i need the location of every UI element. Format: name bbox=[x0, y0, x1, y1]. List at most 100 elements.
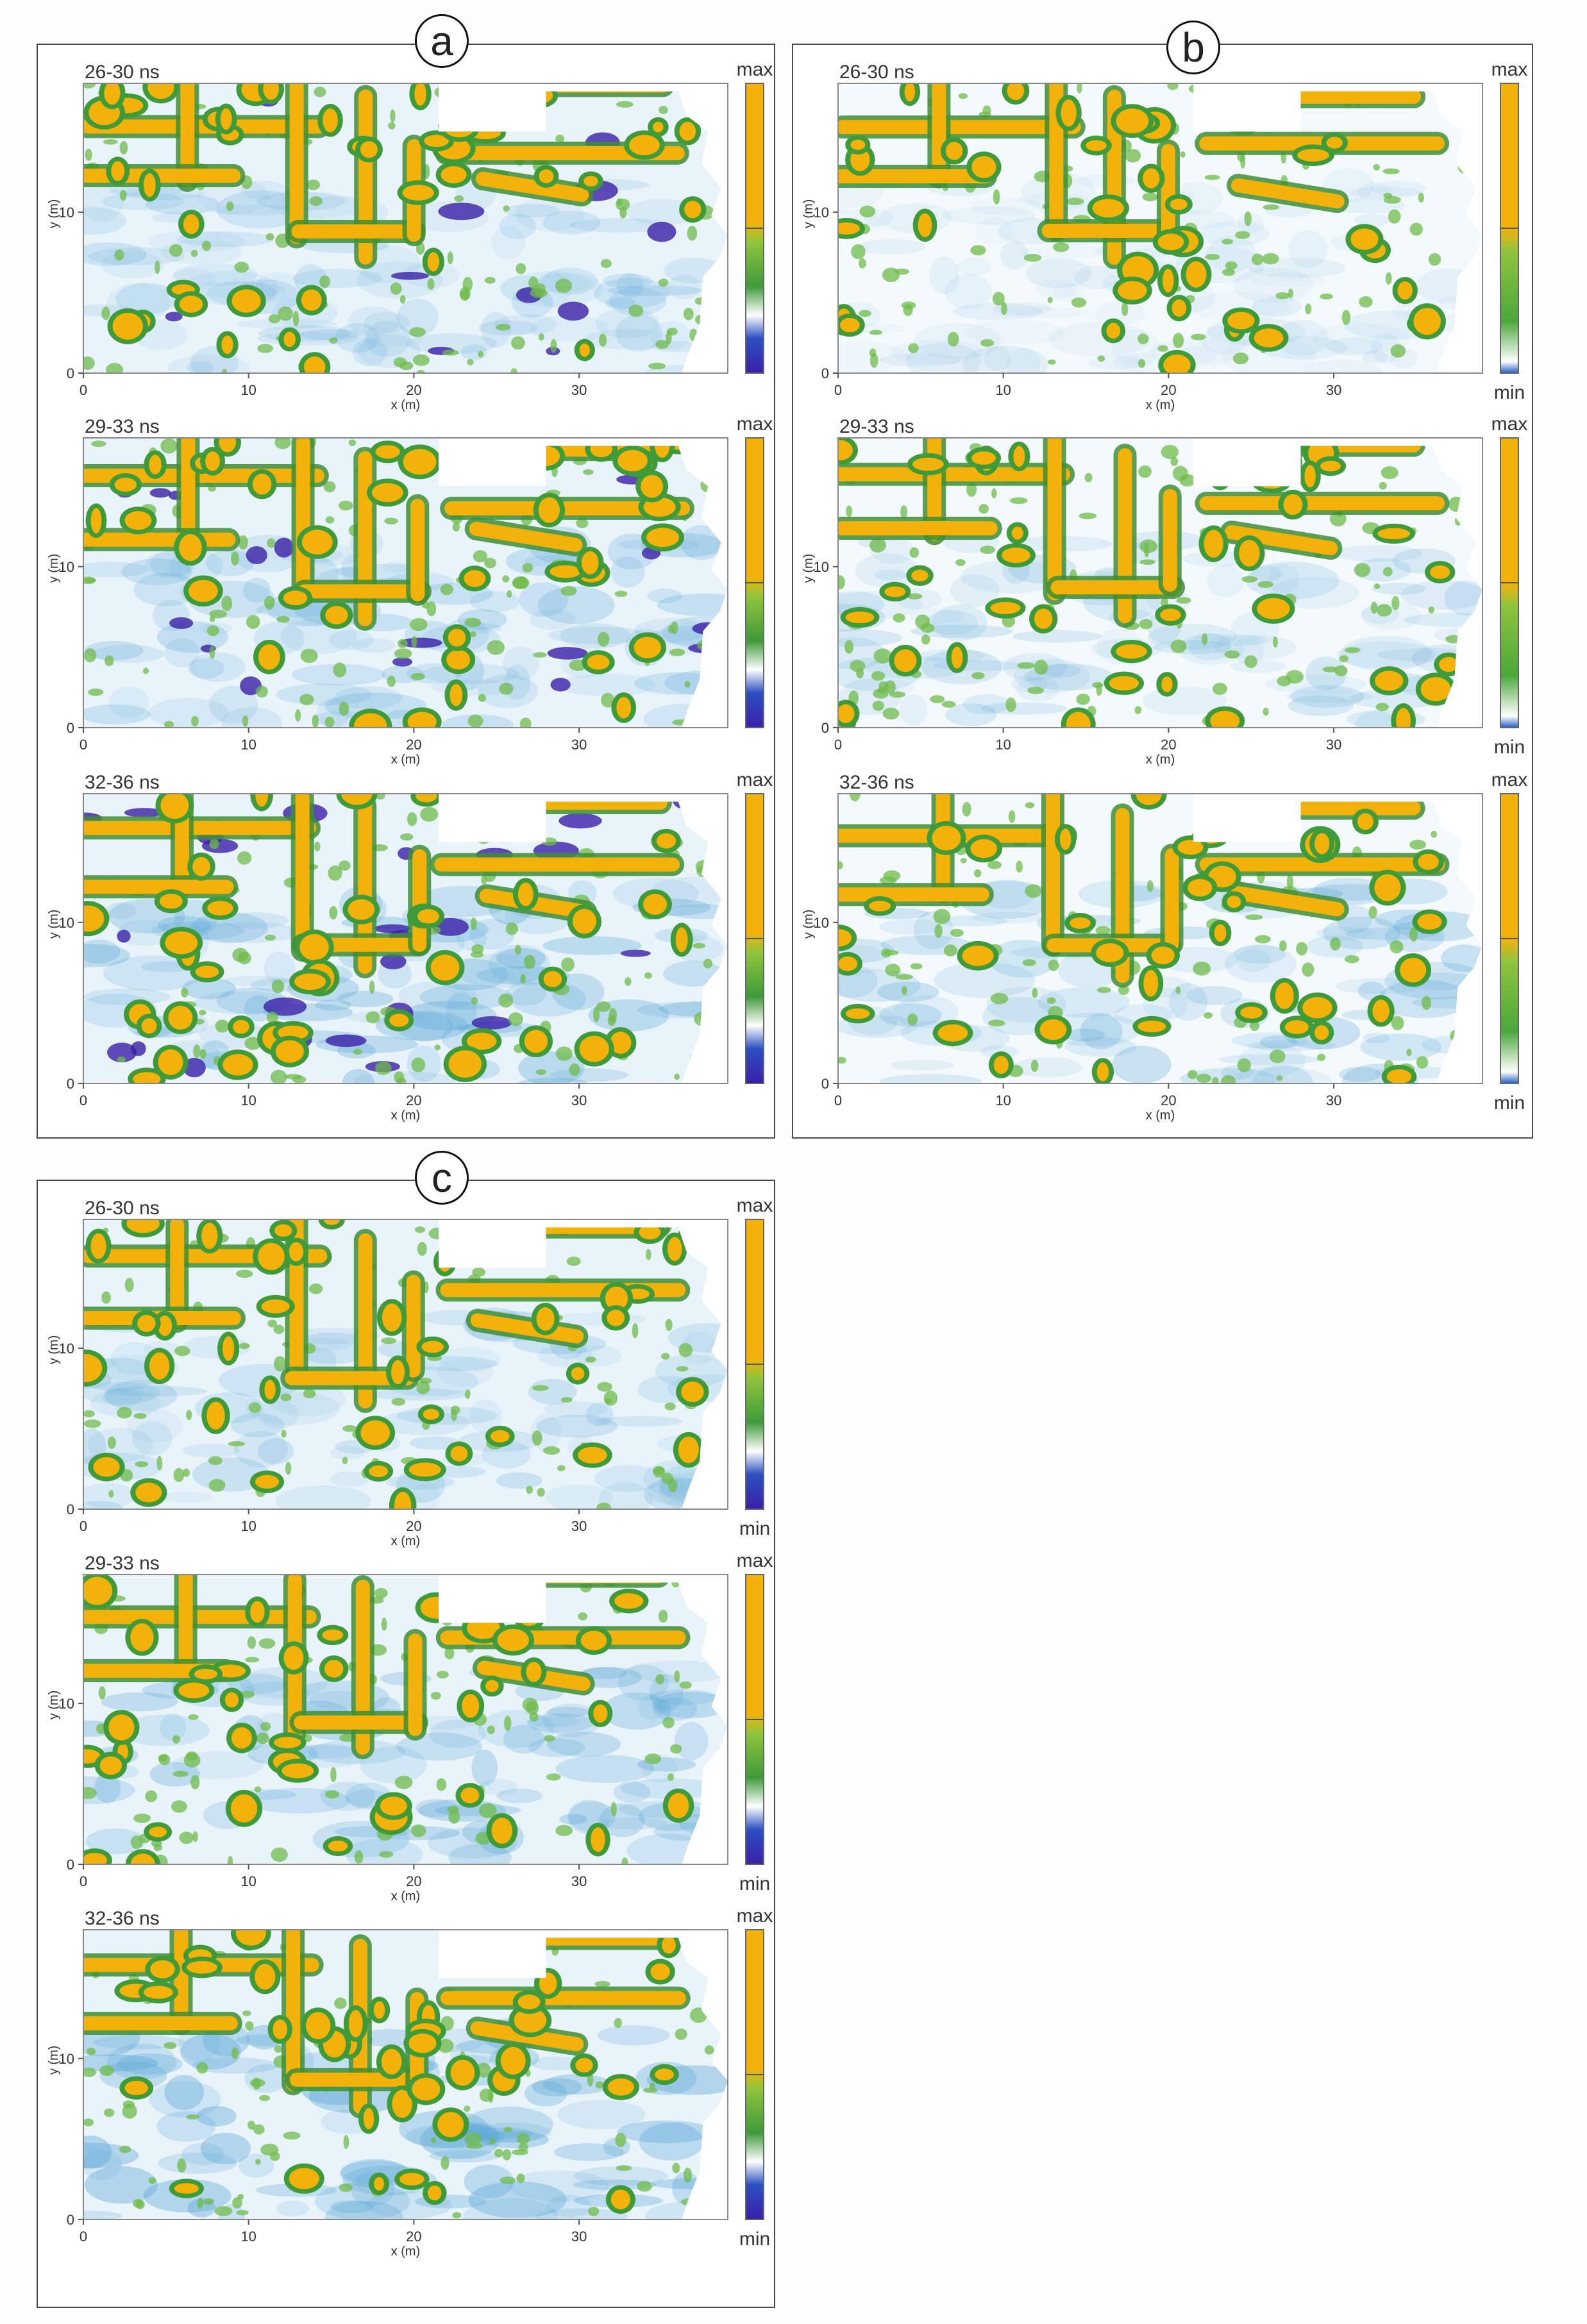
blue-patch bbox=[496, 1788, 542, 1803]
green-speckle bbox=[1142, 192, 1158, 201]
blue-patch bbox=[596, 1416, 684, 1427]
blob-anomaly bbox=[348, 899, 375, 920]
blue-patch bbox=[651, 1691, 728, 1719]
blue-patch bbox=[275, 1485, 371, 1509]
green-speckle bbox=[599, 333, 607, 347]
green-speckle bbox=[1228, 110, 1234, 124]
blue-patch bbox=[595, 308, 659, 339]
colorbar-min-label: min bbox=[739, 2228, 770, 2250]
green-speckle bbox=[365, 1011, 380, 1024]
blob-anomaly bbox=[1161, 676, 1173, 692]
colorbar-min-label: min bbox=[1494, 382, 1525, 403]
green-speckle bbox=[431, 2137, 437, 2144]
blob-anomaly bbox=[382, 1303, 402, 1332]
green-speckle bbox=[941, 701, 956, 708]
blob-anomaly bbox=[179, 296, 203, 313]
green-speckle bbox=[594, 1980, 610, 1987]
blob-anomaly bbox=[1092, 199, 1124, 218]
green-speckle bbox=[303, 1389, 316, 1399]
blob-anomaly bbox=[1254, 328, 1284, 347]
green-speckle bbox=[339, 2183, 353, 2193]
green-speckle bbox=[487, 640, 505, 655]
green-speckle bbox=[452, 2212, 462, 2219]
green-speckle bbox=[188, 1714, 199, 1720]
green-speckle bbox=[560, 586, 577, 596]
green-speckle bbox=[411, 1824, 426, 1837]
blob-anomaly bbox=[289, 1242, 304, 1262]
blob-anomaly bbox=[839, 317, 860, 333]
green-speckle bbox=[192, 1831, 198, 1843]
green-speckle bbox=[683, 717, 691, 725]
blue-patch bbox=[463, 2198, 558, 2220]
green-speckle bbox=[181, 987, 189, 998]
blue-patch bbox=[1338, 1066, 1382, 1082]
green-speckle bbox=[227, 1855, 233, 1864]
green-speckle bbox=[653, 1466, 665, 1475]
x-tick-label: 10 bbox=[995, 1092, 1011, 1108]
green-speckle bbox=[511, 2149, 529, 2155]
green-speckle bbox=[133, 2198, 144, 2208]
blob-halo bbox=[675, 438, 704, 452]
x-tick-label: 20 bbox=[406, 2228, 421, 2245]
blue-patch bbox=[543, 1401, 608, 1417]
slice-label: 32-36 ns bbox=[85, 1908, 160, 1929]
blob-anomaly bbox=[517, 1994, 541, 2010]
blob-anomaly bbox=[149, 1827, 167, 1837]
blue-patch bbox=[878, 919, 942, 935]
deep-patch bbox=[107, 1042, 137, 1062]
blue-patch bbox=[438, 1347, 501, 1372]
blue-patch bbox=[542, 1703, 602, 1737]
x-tick-label: 30 bbox=[571, 1092, 587, 1108]
green-speckle bbox=[270, 1069, 287, 1083]
green-speckle bbox=[503, 2127, 513, 2133]
blue-patch bbox=[205, 549, 254, 576]
blob-anomaly bbox=[1177, 839, 1204, 855]
blue-patch bbox=[119, 1714, 210, 1746]
map-image bbox=[83, 1930, 728, 2220]
blob-anomaly bbox=[114, 478, 137, 492]
blob-anomaly bbox=[1162, 269, 1174, 293]
blue-patch bbox=[674, 1721, 709, 1760]
green-speckle bbox=[689, 328, 698, 342]
blob-anomaly bbox=[93, 1457, 120, 1477]
blob-anomaly bbox=[838, 704, 855, 723]
blob-anomaly bbox=[1377, 528, 1411, 540]
blob-anomaly bbox=[187, 1960, 217, 1974]
green-speckle bbox=[1406, 1048, 1412, 1057]
green-speckle bbox=[190, 249, 198, 257]
blob-anomaly bbox=[643, 894, 667, 915]
green-speckle bbox=[119, 2145, 131, 2153]
blue-patch bbox=[469, 591, 520, 612]
blob-anomaly bbox=[446, 649, 471, 670]
y-axis-label: y (m) bbox=[47, 1335, 61, 1365]
blue-patch bbox=[546, 1732, 621, 1757]
green-speckle bbox=[465, 2132, 482, 2146]
green-speckle bbox=[462, 276, 473, 292]
blue-patch bbox=[148, 698, 229, 728]
green-speckle bbox=[278, 306, 294, 321]
blob-anomaly bbox=[1413, 308, 1441, 335]
blob-anomaly bbox=[539, 1972, 557, 1994]
green-speckle bbox=[254, 1786, 262, 1793]
green-speckle bbox=[374, 1587, 388, 1598]
blob-anomaly bbox=[869, 900, 891, 912]
blue-patch bbox=[603, 273, 653, 288]
green-speckle bbox=[1092, 681, 1104, 689]
green-speckle bbox=[517, 2133, 530, 2144]
blue-patch bbox=[1007, 347, 1041, 373]
deep-patch bbox=[547, 647, 588, 660]
y-axis-label: y (m) bbox=[802, 199, 816, 229]
green-speckle bbox=[114, 249, 124, 261]
blob-anomaly bbox=[654, 438, 670, 458]
deep-patch bbox=[263, 997, 307, 1016]
blue-patch bbox=[1304, 359, 1383, 373]
blue-patch bbox=[1206, 235, 1257, 272]
blue-patch bbox=[83, 704, 151, 724]
blue-patch bbox=[1438, 295, 1482, 310]
green-speckle bbox=[276, 615, 290, 623]
blob-anomaly bbox=[1397, 281, 1413, 300]
green-speckle bbox=[467, 1960, 478, 1972]
